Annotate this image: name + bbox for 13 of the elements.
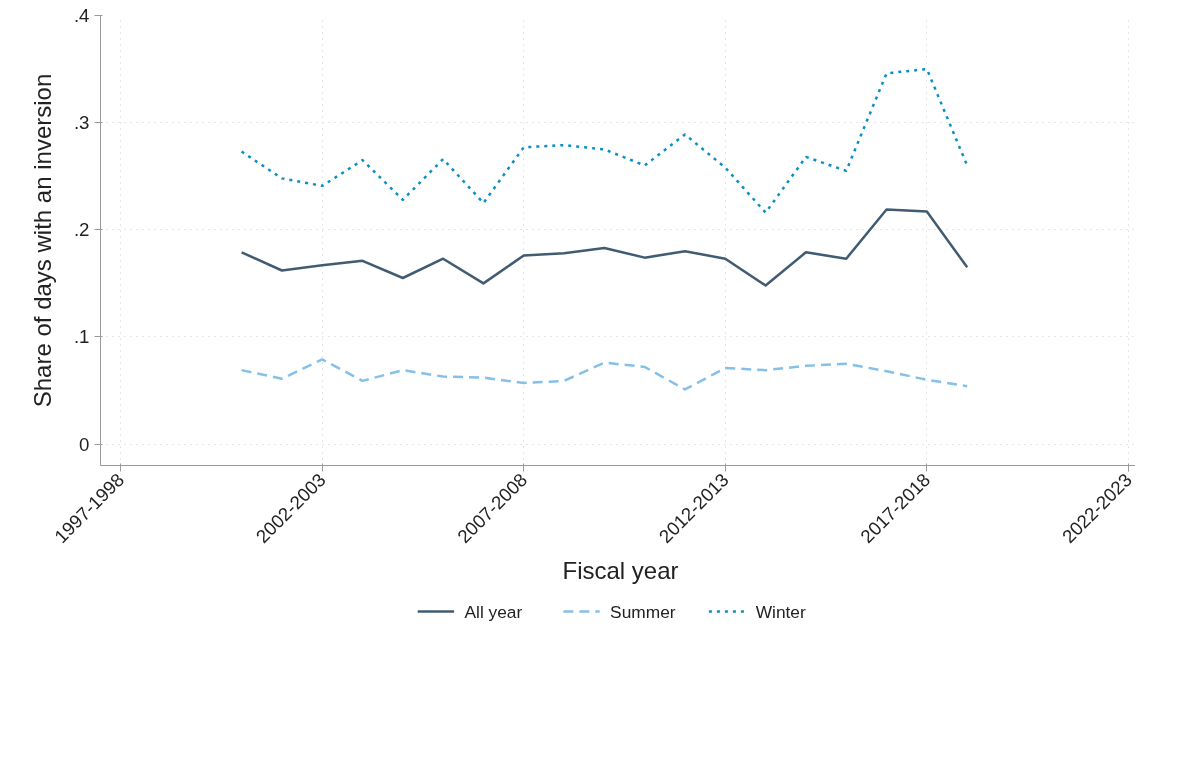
legend-label: Summer xyxy=(610,601,676,622)
y-tick-label: .3 xyxy=(73,112,90,134)
y-tick-label: .4 xyxy=(73,5,90,26)
line-series xyxy=(240,67,969,214)
y-tick-label: .2 xyxy=(73,219,90,241)
line-series xyxy=(240,358,969,391)
line-series xyxy=(240,208,969,287)
y-tick-label: 0 xyxy=(79,433,90,455)
legend-label: Winter xyxy=(755,601,806,622)
x-axis-title: Fiscal year xyxy=(562,556,679,584)
y-tick-label: .1 xyxy=(73,326,90,348)
legend-label: All year xyxy=(464,601,523,622)
y-axis-title: Share of days with an inversion xyxy=(28,73,56,408)
